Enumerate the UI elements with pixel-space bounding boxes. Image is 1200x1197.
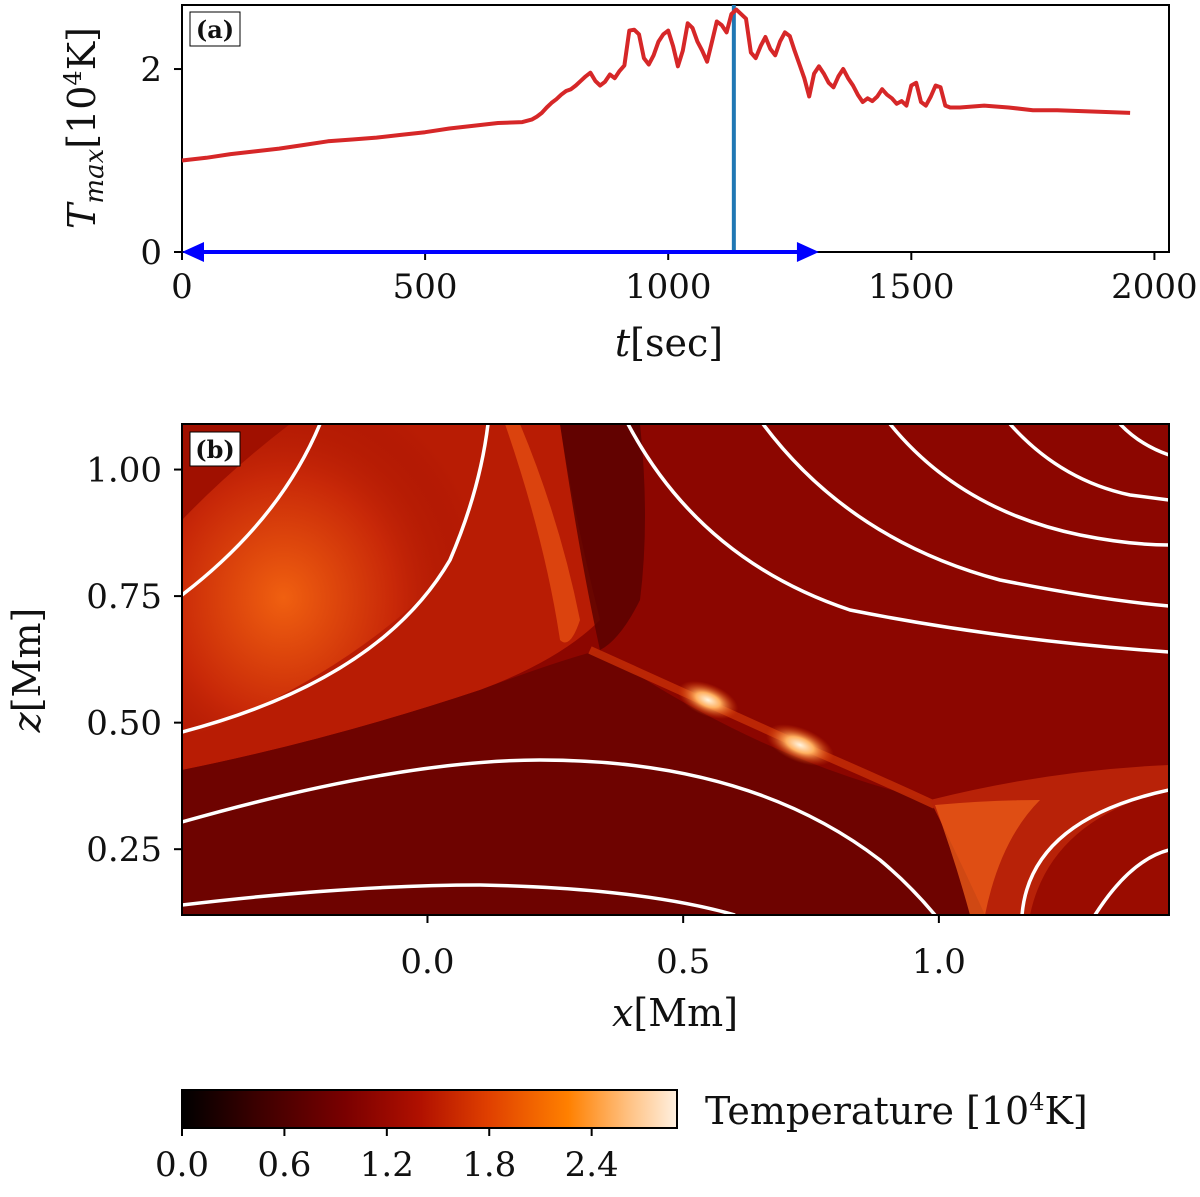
field-line	[1008, 424, 1169, 502]
xtick-label: 0.0	[400, 942, 454, 982]
panel-a: 0 500 1000 1500 2000 02 (a) t[sec] Tmax[104K…	[59, 4, 1198, 365]
panel-a-xlabel: t[sec]	[615, 321, 723, 365]
panel-a-tag: (a)	[196, 15, 234, 44]
panel-b-ylabel-unit: [Mm]	[5, 608, 49, 713]
field-line	[888, 424, 1169, 547]
xtick-label: 0.5	[656, 942, 710, 982]
panel-a-ylabel-sub: max	[80, 148, 110, 203]
panel-b-tag: (b)	[195, 435, 235, 464]
xtick-label: 2000	[1111, 267, 1198, 307]
field-line	[182, 758, 937, 915]
plasmoid-left	[677, 680, 739, 720]
panel-b-xticks: 0.0 0.5 1.0	[400, 915, 966, 982]
ytick-label: 1.00	[86, 451, 162, 491]
arrow-head-left	[182, 242, 204, 262]
colorbar-tick-label: 1.2	[360, 1145, 414, 1185]
field-line	[182, 883, 736, 915]
field-line	[182, 424, 322, 597]
ytick-label: 2	[140, 50, 162, 90]
panel-b-ylabel: z[Mm]	[5, 608, 49, 734]
xtick-label: 1000	[625, 267, 712, 307]
heatmap-region-lower	[182, 650, 985, 915]
field-line	[626, 424, 1169, 654]
colorbar-label-post: K]	[1045, 1089, 1088, 1133]
xtick-label: 1.0	[912, 942, 966, 982]
colorbar-label: Temperature [104K]	[705, 1088, 1088, 1133]
arrow-head-right	[796, 242, 819, 262]
heatmap-region-upper-left-hot	[182, 424, 472, 740]
panel-b: 0.0 0.5 1.0 0.250.500.751.00 (b) x[Mm] z[M…	[5, 423, 1170, 1035]
panel-b-ylabel-var: z	[5, 711, 49, 733]
panel-b-xlabel-var: x	[612, 991, 633, 1035]
panel-b-tag-box	[189, 431, 241, 467]
panel-b-xlabel-unit: [Mm]	[633, 991, 738, 1035]
heatmap-corner-lower-right	[1030, 790, 1169, 915]
panel-a-ylabel-var: T	[60, 201, 104, 229]
ytick-label: 0.75	[86, 577, 162, 617]
field-line	[1118, 424, 1169, 457]
panel-a-xlabel-unit: [sec]	[630, 321, 723, 365]
plasmoid-right	[766, 724, 834, 766]
colorbar: 0.0 0.6 1.2 1.8 2.4 Temperature [104K]	[155, 1088, 1088, 1185]
time-range-arrow	[182, 242, 819, 262]
panel-a-xlabel-var: t	[615, 321, 631, 365]
panel-a-ylabel: Tmax[104K]	[59, 27, 110, 229]
heatmap-dark-wedge-top	[560, 424, 645, 650]
field-lines	[182, 424, 1169, 915]
panel-a-xticks: 0 500 1000 1500 2000	[171, 252, 1198, 307]
xtick-label: 1500	[868, 267, 955, 307]
ytick-label: 0	[140, 233, 162, 273]
panel-b-frame	[181, 423, 1170, 916]
colorbar-label-sup: 4	[1029, 1088, 1044, 1116]
colorbar-ticks: 0.0 0.6 1.2 1.8 2.4	[155, 1128, 619, 1185]
colorbar-tick-label: 2.4	[565, 1145, 619, 1185]
colorbar-gradient	[181, 1089, 678, 1129]
panel-a-tag-box	[189, 11, 241, 47]
colorbar-tick-label: 0.0	[155, 1145, 209, 1185]
colorbar-label-pre: Temperature [10	[705, 1089, 1029, 1133]
panel-a-yticks: 02	[140, 50, 182, 273]
ytick-label: 0.25	[86, 830, 162, 870]
panel-b-yticks: 0.25 0.50 0.75 1.00	[86, 451, 182, 870]
xtick-label: 500	[393, 267, 458, 307]
tmax-series-line	[181, 7, 1131, 163]
panel-b-xlabel: x[Mm]	[612, 991, 738, 1035]
panel-a-ylabel-unit-post: K]	[60, 27, 104, 70]
panel-a-ylabel-unit-sup: 4	[59, 70, 87, 85]
colorbar-tick-label: 0.6	[257, 1145, 311, 1185]
colorbar-tick-label: 1.8	[462, 1145, 516, 1185]
field-line	[182, 424, 490, 734]
panel-a-ylabel-unit-pre: [10	[60, 86, 104, 149]
field-line	[1020, 788, 1169, 915]
ytick-label: 0.50	[86, 704, 162, 744]
temperature-heatmap	[182, 424, 1169, 915]
field-line	[1093, 848, 1169, 915]
heatmap-jet-upper	[505, 424, 580, 643]
heatmap-jet-lower	[935, 800, 1040, 915]
xtick-label: 0	[171, 267, 193, 307]
field-line	[761, 424, 1169, 608]
panel-a-frame	[181, 4, 1170, 253]
